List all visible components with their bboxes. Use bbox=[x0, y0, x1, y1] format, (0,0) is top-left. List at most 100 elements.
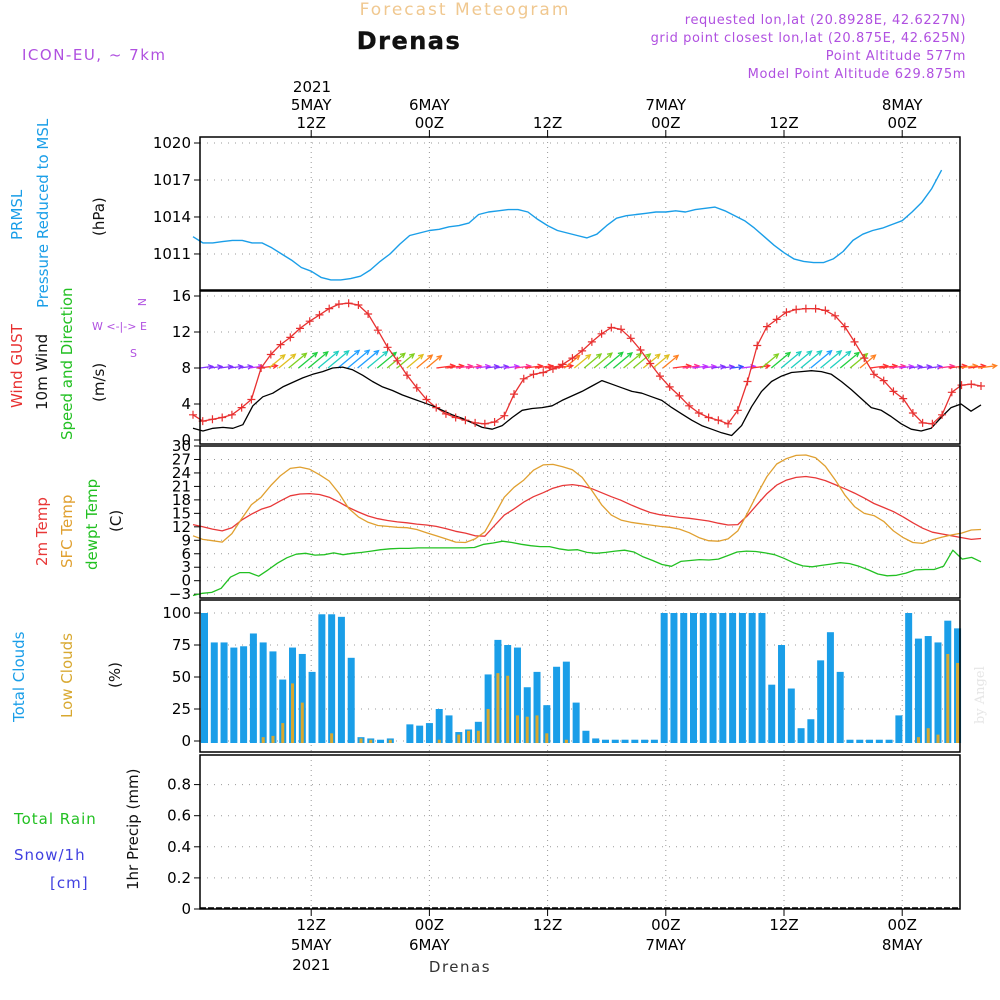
gust-marker bbox=[597, 329, 606, 338]
wind-arrow-head bbox=[409, 353, 416, 359]
wind-arrow-shaft bbox=[958, 364, 978, 369]
total-cloud-bar bbox=[533, 671, 541, 743]
y-tick-label: −3 bbox=[169, 585, 191, 603]
gust-marker bbox=[471, 418, 480, 427]
gust-marker bbox=[714, 416, 723, 425]
wind-arrow-head bbox=[595, 353, 603, 359]
wind-arrow-head bbox=[645, 353, 652, 359]
low-cloud-bar bbox=[291, 683, 295, 743]
y-tick-label: 100 bbox=[162, 604, 191, 622]
panel-frame bbox=[199, 599, 961, 753]
y-tick-label: 0.8 bbox=[167, 776, 191, 794]
low-cloud-bar bbox=[506, 675, 510, 743]
y-tick-label: 0.4 bbox=[167, 838, 191, 856]
y-tick-label: 25 bbox=[172, 700, 191, 718]
low-cloud-bar bbox=[467, 730, 471, 743]
total-cloud-bar bbox=[298, 653, 306, 743]
forecast-title: Forecast Meteogram bbox=[360, 0, 571, 20]
wind-arrow-head bbox=[391, 351, 398, 358]
bottom-time-label: 2021 bbox=[292, 956, 330, 974]
wind-arrow-head bbox=[322, 351, 329, 357]
bottom-time-label: 7MAY bbox=[645, 936, 687, 954]
wind-arrow-head bbox=[870, 354, 877, 361]
top-time-label: 6MAY bbox=[409, 96, 451, 114]
wind-arrow-shaft bbox=[268, 354, 286, 369]
wind-arrow-shaft bbox=[869, 365, 888, 369]
bottom-time-label: 8MAY bbox=[882, 936, 924, 954]
gust-marker bbox=[869, 370, 878, 379]
wind-arrow-shaft bbox=[820, 350, 842, 369]
label-cm: [cm] bbox=[50, 874, 89, 892]
gust-marker bbox=[928, 419, 937, 428]
y-axis-ticks: 10111014101710200481216−3036912151821242… bbox=[153, 134, 200, 918]
model-altitude: Model Point Altitude 629.875m bbox=[748, 67, 966, 82]
gust-marker bbox=[850, 337, 859, 346]
y-tick-label: 27 bbox=[172, 450, 191, 468]
low-cloud-bar bbox=[271, 735, 275, 743]
gust-marker bbox=[334, 300, 343, 309]
wind-arrow-shaft bbox=[416, 354, 433, 369]
wind-arrow-shaft bbox=[554, 365, 573, 369]
wind-arrow-shaft bbox=[583, 353, 602, 369]
wind-arrow-shaft bbox=[780, 351, 802, 369]
low-cloud-bar bbox=[457, 734, 461, 743]
gust-marker bbox=[782, 308, 791, 317]
total-cloud-bar bbox=[406, 724, 414, 743]
total-cloud-bar bbox=[768, 684, 776, 743]
wind-arrow-head bbox=[333, 350, 340, 357]
wind-arrow-shaft bbox=[239, 365, 253, 369]
wind-arrow-shaft bbox=[790, 350, 812, 369]
wind-arrow-head bbox=[382, 350, 389, 357]
gust-marker bbox=[432, 403, 441, 412]
gust-marker bbox=[218, 413, 227, 422]
bottom-time-label: 00Z bbox=[415, 916, 444, 934]
wind-arrow-shaft bbox=[712, 365, 725, 369]
total-cloud-bar bbox=[425, 723, 433, 743]
wind-arrow-shaft bbox=[839, 352, 860, 369]
total-cloud-bar bbox=[895, 715, 903, 743]
low-cloud-bar bbox=[926, 728, 930, 743]
gust-marker bbox=[753, 341, 762, 350]
gust-marker bbox=[539, 368, 548, 377]
gust-marker bbox=[519, 374, 528, 383]
gust-marker bbox=[617, 325, 626, 334]
low-cloud-bar bbox=[486, 709, 490, 743]
total-cloud-bar bbox=[240, 646, 248, 743]
total-cloud-bar bbox=[611, 739, 619, 743]
model-label: ICON-EU, ~ 7km bbox=[22, 46, 167, 64]
y-tick-label: 24 bbox=[172, 464, 191, 482]
y-tick-label: 0.6 bbox=[167, 807, 191, 825]
low-cloud-bar bbox=[330, 733, 334, 743]
gust-marker bbox=[685, 401, 694, 410]
gust-marker bbox=[451, 413, 460, 422]
wind-arrow-shaft bbox=[741, 365, 756, 369]
panel-frame bbox=[199, 754, 961, 910]
gust-marker bbox=[490, 418, 499, 426]
total-cloud-bar bbox=[778, 645, 786, 743]
wind-labels: Wind GUST 10m Wind Speed and Direction (… bbox=[8, 287, 148, 440]
wind-arrow-head bbox=[654, 353, 661, 360]
label-10m-wind: 10m Wind bbox=[33, 334, 51, 410]
gust-marker bbox=[373, 326, 382, 335]
wind-arrow-head bbox=[991, 363, 999, 370]
gust-marker bbox=[967, 380, 976, 389]
y-tick-label: 9 bbox=[181, 531, 191, 549]
wind-arrow-head bbox=[272, 363, 279, 370]
y-tick-label: 1020 bbox=[153, 134, 191, 152]
total-cloud-bar bbox=[621, 739, 629, 743]
label-2m-temp: 2m Temp bbox=[33, 497, 51, 566]
total-cloud-bar bbox=[670, 613, 678, 743]
total-cloud-bar bbox=[562, 661, 570, 743]
total-cloud-bar bbox=[601, 739, 609, 743]
requested-coords: requested lon,lat (20.8928E, 42.6227N) bbox=[685, 13, 966, 28]
wind-arrow-shaft bbox=[938, 365, 955, 369]
label-1hr-precip: 1hr Precip (mm) bbox=[124, 769, 142, 890]
wind-line bbox=[192, 366, 982, 437]
gust-marker bbox=[354, 301, 363, 309]
low-cloud-bar bbox=[476, 730, 480, 743]
gust-marker bbox=[938, 410, 947, 419]
gust-marker bbox=[412, 383, 421, 392]
wind-arrow-head bbox=[418, 353, 425, 360]
